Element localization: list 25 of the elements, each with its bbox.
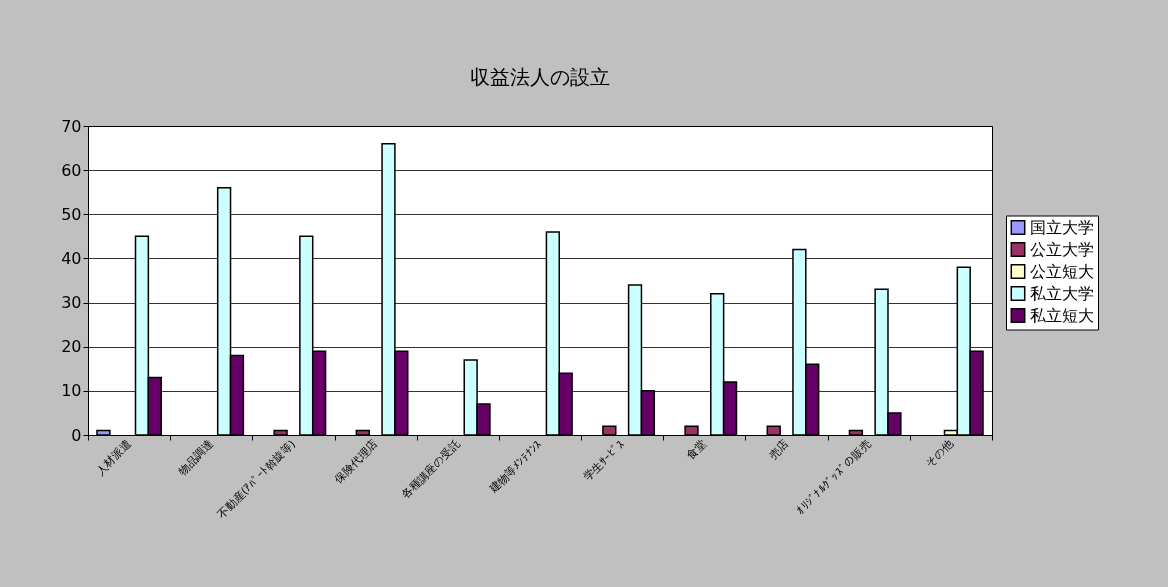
x-tick-label: 学生ｻｰﾋﾞｽ xyxy=(580,437,627,484)
x-tick-label: 食堂 xyxy=(684,437,710,463)
legend-label: 国立大学 xyxy=(1030,217,1094,237)
x-tick-label: その他 xyxy=(923,437,956,471)
y-tick-label: 10 xyxy=(61,381,82,401)
y-tick-label: 0 xyxy=(71,425,82,445)
x-tick-label: 不動産(ｱﾊﾟｰﾄ斡旋等) xyxy=(215,437,299,521)
y-tick-label: 40 xyxy=(61,248,82,268)
legend-label: 公立短大 xyxy=(1030,261,1094,281)
x-tick-label: 人材派遣 xyxy=(93,437,134,478)
x-tick-label: 建物等ﾒﾝﾃﾅﾝｽ xyxy=(486,437,545,497)
y-tick-label: 20 xyxy=(61,337,82,357)
x-tick-label: 保険代理店 xyxy=(332,437,381,486)
x-tick-label: 売店 xyxy=(766,437,792,463)
x-tick-label: 各種講座の受託 xyxy=(398,437,463,502)
y-tick-label: 70 xyxy=(61,116,82,136)
x-tick-label: ｵﾘｼﾞﾅﾙｸﾞｯｽﾞの販売 xyxy=(794,437,874,517)
y-tick-label: 50 xyxy=(61,204,82,224)
y-tick-label: 60 xyxy=(61,160,82,180)
chart-title: 収益法人の設立 xyxy=(470,65,610,89)
legend-label: 公立大学 xyxy=(1030,239,1094,259)
y-tick-label: 30 xyxy=(61,293,82,313)
legend-label: 私立短大 xyxy=(1030,305,1094,325)
x-tick-label: 物品調達 xyxy=(175,437,217,478)
legend-label: 私立大学 xyxy=(1030,283,1094,303)
